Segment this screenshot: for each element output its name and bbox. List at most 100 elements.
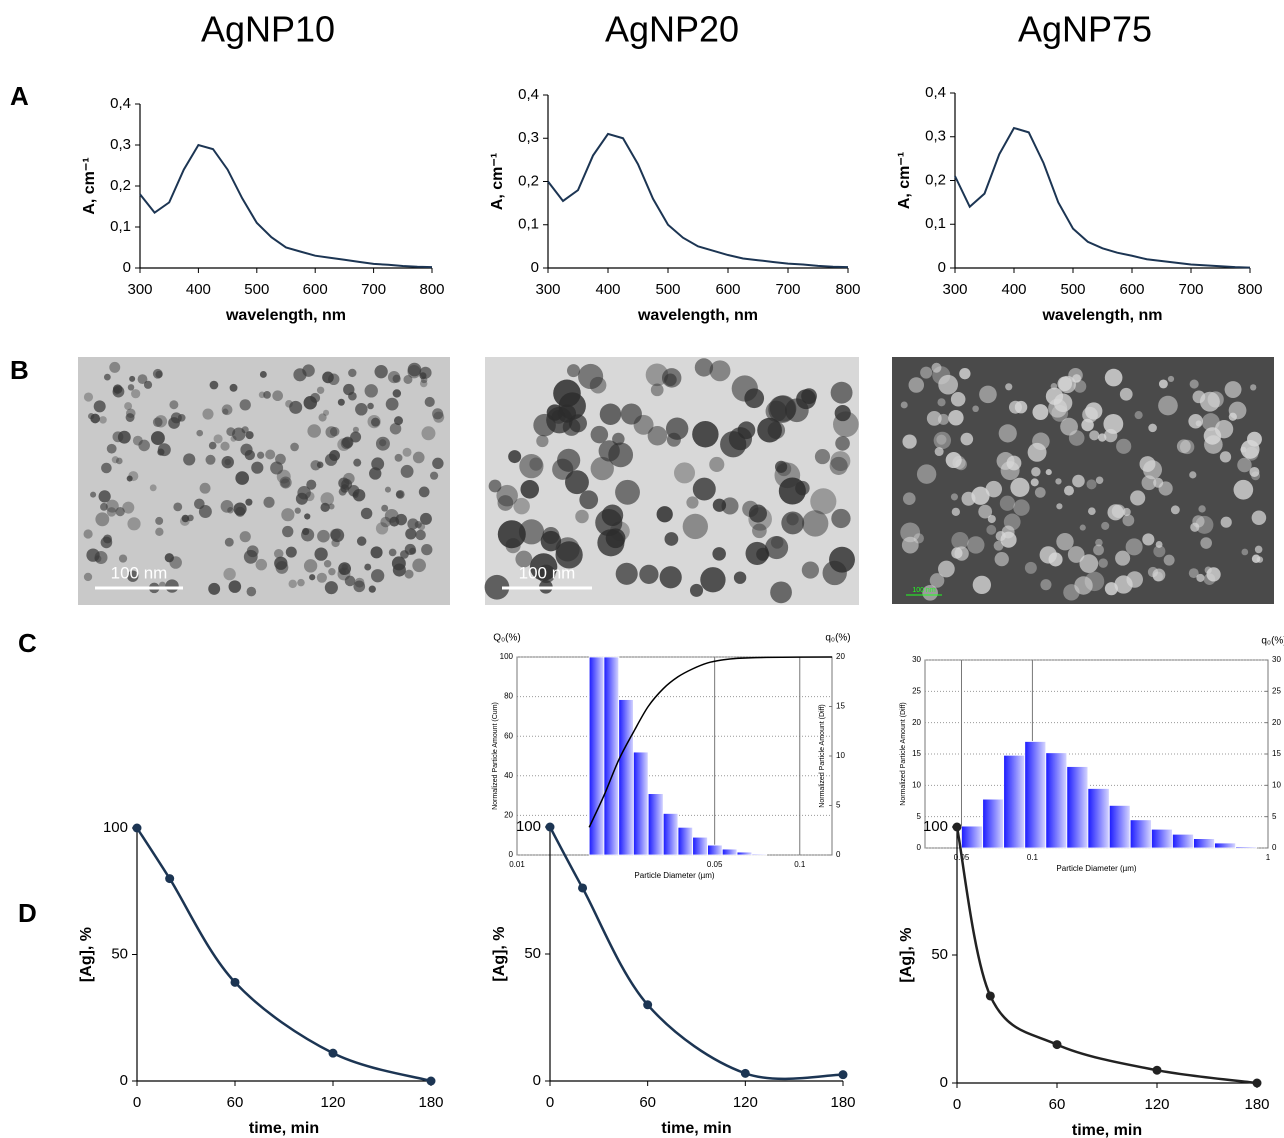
particle [302, 527, 310, 536]
particle [597, 529, 625, 557]
particle [400, 550, 409, 559]
y-tick-label: 80 [504, 692, 513, 701]
particle [599, 403, 622, 425]
particle [143, 380, 153, 389]
particle [243, 549, 258, 564]
particle [1189, 379, 1199, 389]
particle [356, 536, 367, 546]
x-axis-label: wavelength, nm [225, 307, 346, 324]
y-axis-label: Normalized Particle Amount (Diff) [900, 702, 907, 805]
particle [421, 543, 433, 556]
particle [127, 384, 135, 391]
particle [118, 554, 128, 563]
particle [341, 436, 354, 449]
particle [432, 408, 444, 420]
particle [419, 379, 428, 388]
particle [137, 374, 148, 385]
particle [513, 497, 530, 515]
histogram-bar [677, 826, 694, 856]
particle [692, 477, 716, 501]
y2-axis-title: q₀(%) [1261, 636, 1284, 647]
particle [497, 495, 514, 511]
x-axis-label: time, min [249, 1120, 319, 1137]
particle [83, 529, 93, 539]
particle [314, 547, 328, 561]
particle [109, 361, 121, 373]
particle [324, 581, 338, 595]
particle [948, 410, 964, 426]
particle [371, 457, 385, 471]
particle [533, 413, 556, 437]
particle [138, 439, 150, 452]
panel-label: A [10, 81, 29, 111]
particle [112, 431, 124, 443]
histogram-bar [662, 813, 679, 856]
y-tick-label: 0,3 [518, 129, 539, 146]
particle [934, 447, 944, 457]
particle [937, 398, 946, 407]
particle [150, 431, 165, 446]
particle [385, 397, 399, 411]
particle [164, 553, 174, 563]
particle [1087, 507, 1096, 516]
column-title: AgNP75 [1018, 9, 1152, 50]
particle [692, 421, 719, 448]
y2-tick-label: 5 [836, 801, 841, 810]
particle [391, 556, 406, 571]
histogram-bar [721, 848, 738, 856]
particle [1010, 477, 1030, 497]
x-tick-label: 800 [835, 281, 860, 298]
particle [337, 398, 345, 406]
particle [830, 381, 853, 404]
particle [1032, 404, 1049, 421]
particle [125, 413, 135, 422]
particle [1224, 381, 1242, 398]
particle [931, 362, 942, 373]
data-line [139, 143, 433, 269]
panel-label: D [18, 898, 37, 928]
particle [952, 455, 966, 470]
x-tick-label: 500 [244, 281, 269, 298]
particle [903, 492, 916, 506]
particle [155, 370, 163, 379]
particle [557, 448, 581, 472]
particle [220, 441, 230, 451]
x-tick-label: 0.05 [707, 860, 723, 869]
particle [165, 579, 179, 593]
particle [1086, 479, 1097, 490]
y-tick-label: 0,1 [925, 215, 946, 232]
particle [338, 477, 350, 489]
particle [615, 562, 638, 585]
y-tick-label: 0,1 [110, 218, 131, 235]
particle [360, 507, 373, 520]
histogram-bar [1003, 754, 1026, 849]
particle [222, 408, 229, 415]
particle [364, 563, 372, 571]
particle [1024, 561, 1037, 574]
x-tick-label: 180 [1244, 1096, 1269, 1113]
y2-tick-label: 10 [1272, 780, 1281, 789]
particle [90, 491, 97, 498]
particle [961, 491, 976, 506]
histogram-bar [1151, 828, 1173, 849]
particle [149, 484, 157, 492]
particle [106, 507, 117, 517]
particle [309, 574, 316, 581]
particle [1081, 418, 1094, 432]
particle [700, 567, 726, 593]
x-tick-label: 700 [775, 281, 800, 298]
x-tick-label: 400 [595, 281, 620, 298]
data-line [547, 132, 849, 269]
particle [208, 582, 221, 595]
particle [1153, 545, 1166, 558]
x-tick-label: 600 [1119, 281, 1144, 298]
particle [972, 405, 979, 413]
particle [1084, 571, 1105, 592]
particle [1250, 384, 1257, 391]
particle [263, 391, 271, 399]
particle [929, 573, 945, 588]
particle [100, 502, 108, 511]
particle [99, 416, 107, 424]
x-tick-label: 120 [733, 1094, 758, 1111]
particle [419, 372, 427, 380]
